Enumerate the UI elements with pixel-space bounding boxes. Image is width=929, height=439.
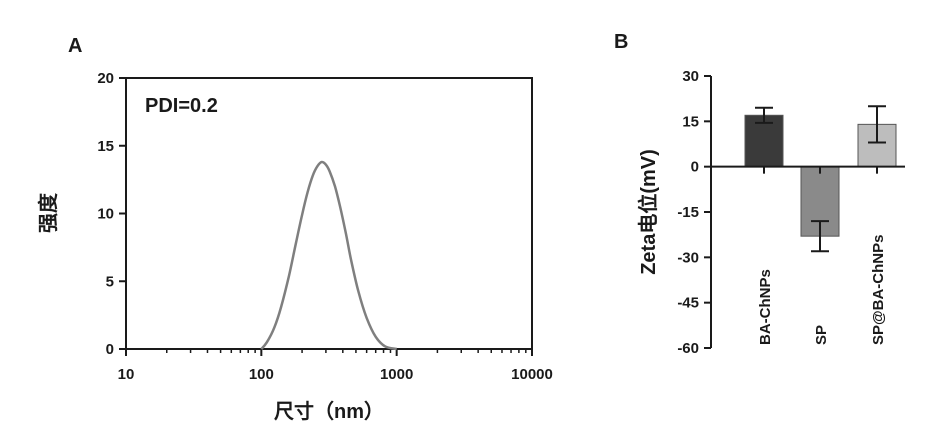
panel-a-letter: A [68, 35, 82, 57]
plot-area-a [126, 78, 532, 349]
y-tick-label-b: -30 [677, 249, 699, 266]
y-axis-title-a: 强度 [36, 192, 60, 233]
y-tick-label-a: 20 [97, 70, 114, 87]
x-axis-title-a: 尺寸（nm） [274, 400, 384, 423]
y-tick-label-b: -15 [677, 204, 699, 221]
size-distribution-curve [261, 162, 396, 349]
category-label: SP@BA-ChNPs [870, 235, 887, 345]
y-axis-title-b: Zeta电位(mV) [636, 149, 660, 275]
y-tick-label-b: -60 [677, 340, 699, 357]
x-tick-label-a: 100 [249, 366, 274, 383]
y-tick-label-b: 0 [691, 159, 699, 176]
y-tick-label-a: 15 [97, 138, 114, 155]
pdi-annotation: PDI=0.2 [145, 95, 218, 117]
y-tick-label-a: 5 [106, 273, 114, 290]
x-tick-label-a: 1000 [380, 366, 413, 383]
y-tick-label-b: 30 [682, 68, 699, 85]
y-tick-label-b: 15 [682, 113, 699, 130]
panel-b-letter: B [614, 31, 628, 53]
chart-a: 10 100 1000 10000 0 5 10 15 20 PDI=0.2 尺寸（nm） 强… [36, 70, 553, 423]
y-tick-label-b: -45 [677, 295, 699, 312]
x-tick-label-a: 10 [118, 366, 135, 383]
y-tick-label-a: 0 [106, 341, 114, 358]
y-tick-label-a: 10 [97, 206, 114, 223]
category-label: BA-ChNPs [757, 269, 774, 345]
x-tick-label-a: 10000 [511, 366, 553, 383]
category-label: SP [813, 325, 830, 345]
chart-b: 30150-15-30-45-60 BA-ChNPsSPSP@BA-ChNPs … [636, 68, 905, 357]
